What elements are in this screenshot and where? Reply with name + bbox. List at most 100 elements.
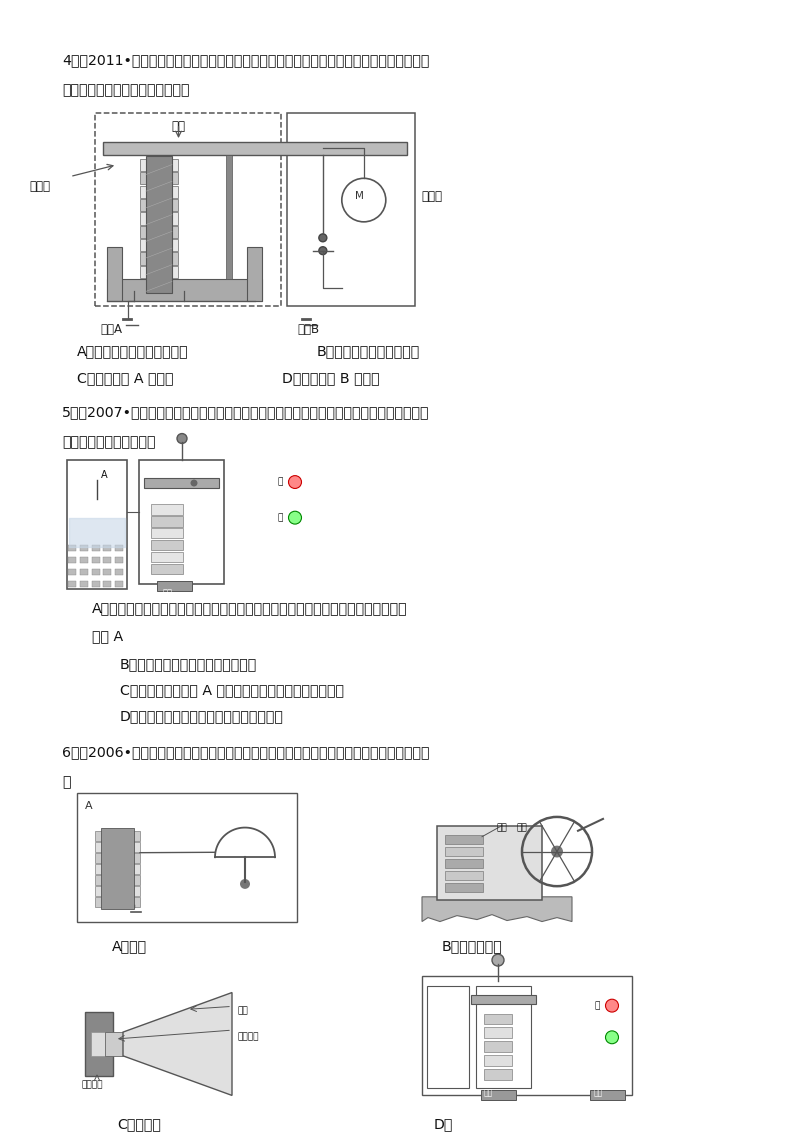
Text: A、去掉电磁铁线圈中的铁芯: A、去掉电磁铁线圈中的铁芯	[77, 344, 189, 358]
Bar	[95, 852, 140, 863]
Circle shape	[551, 846, 563, 857]
Bar	[139, 461, 224, 584]
Bar	[103, 557, 111, 563]
Polygon shape	[422, 897, 572, 921]
Bar	[85, 1012, 113, 1077]
Bar	[151, 564, 183, 574]
Bar	[91, 557, 99, 563]
Text: 红: 红	[278, 478, 283, 487]
Bar	[247, 247, 262, 301]
Circle shape	[240, 880, 250, 889]
Bar	[590, 1090, 625, 1099]
Text: ）: ）	[62, 775, 70, 789]
Bar	[67, 461, 127, 589]
Bar	[157, 581, 192, 591]
Bar	[484, 1028, 512, 1038]
Bar	[68, 569, 76, 575]
Text: C、扬声器: C、扬声器	[117, 1117, 161, 1132]
Bar	[80, 582, 88, 588]
Bar	[151, 504, 183, 515]
Bar	[105, 1032, 123, 1056]
Text: B、该报警器的红、绳灯不会同时亮: B、该报警器的红、绳灯不会同时亮	[120, 658, 258, 671]
Bar	[471, 995, 536, 1004]
Bar	[484, 1069, 512, 1080]
Bar	[95, 886, 140, 895]
Circle shape	[289, 512, 302, 524]
Text: A、电铃: A、电铃	[112, 940, 147, 953]
Bar	[151, 516, 183, 526]
Text: B、减少电磁铁线圈的匠数: B、减少电磁铁线圈的匠数	[317, 344, 420, 358]
Bar	[140, 213, 178, 224]
Bar	[140, 158, 178, 171]
Bar	[445, 883, 483, 892]
Bar	[476, 986, 531, 1088]
Bar	[68, 557, 76, 563]
Circle shape	[177, 434, 187, 444]
Bar	[140, 280, 178, 291]
Bar	[140, 186, 178, 198]
Text: 红: 红	[594, 1001, 600, 1010]
Text: 4．（2011•南宁）如图是电磁继电器的构造和工作电路示意图，要使电磁铁对衔铁的吸引力: 4．（2011•南宁）如图是电磁继电器的构造和工作电路示意图，要使电磁铁对衔铁的…	[62, 53, 430, 68]
Text: 线圈: 线圈	[517, 824, 527, 833]
Text: D、: D、	[434, 1117, 454, 1132]
Circle shape	[319, 247, 327, 255]
Text: C、增大电源 A 的电压: C、增大电源 A 的电压	[77, 371, 174, 385]
Bar	[146, 156, 172, 293]
Bar	[140, 252, 178, 265]
Text: C、当水位没有达到 A 时，电磁铁没有磁性，只有绳灯亮: C、当水位没有达到 A 时，电磁铁没有磁性，只有绳灯亮	[120, 684, 344, 697]
Text: A: A	[101, 470, 108, 480]
Bar	[103, 569, 111, 575]
Bar	[95, 897, 140, 907]
Text: 电源: 电源	[163, 589, 173, 598]
Bar	[226, 155, 232, 280]
Bar	[445, 848, 483, 856]
Text: D、当该报警器报警时，红、绳灯会同时亮: D、当该报警器报警时，红、绳灯会同时亮	[120, 710, 284, 723]
Bar	[427, 986, 469, 1088]
Bar	[151, 528, 183, 539]
Text: 6．（2006•黑龙江）下列四种设备的工作原理，有一个与其他三个明显不同，这个设备是（: 6．（2006•黑龙江）下列四种设备的工作原理，有一个与其他三个明显不同，这个设…	[62, 745, 430, 758]
Text: 衔铁: 衔铁	[171, 120, 186, 132]
Bar	[68, 582, 76, 588]
Bar	[151, 540, 183, 550]
Circle shape	[190, 480, 198, 487]
Text: 电动机: 电动机	[421, 190, 442, 203]
Bar	[91, 582, 99, 588]
Text: M: M	[355, 191, 364, 201]
Text: 磁铁: 磁铁	[497, 824, 507, 833]
Bar	[115, 569, 123, 575]
Bar	[91, 544, 99, 551]
Bar	[91, 569, 99, 575]
Bar	[91, 1032, 107, 1056]
Text: 电源B: 电源B	[297, 323, 319, 336]
Bar	[484, 1013, 512, 1024]
Text: 电器: 电器	[594, 1088, 603, 1097]
Text: B、手摇发电机: B、手摇发电机	[442, 940, 502, 953]
Bar	[115, 544, 123, 551]
Bar	[103, 142, 407, 155]
Text: 纸盆: 纸盆	[237, 1006, 248, 1015]
Bar	[95, 875, 140, 884]
Bar	[101, 827, 134, 909]
Bar	[437, 825, 542, 900]
Bar	[484, 1041, 512, 1052]
Bar	[422, 976, 632, 1095]
Bar	[115, 557, 123, 563]
Bar	[80, 544, 88, 551]
Text: 电源: 电源	[484, 1088, 494, 1097]
Text: 电磁铁: 电磁铁	[30, 180, 50, 192]
Bar	[140, 172, 178, 185]
Circle shape	[319, 234, 327, 242]
Bar	[484, 1055, 512, 1066]
Text: 电源A: 电源A	[100, 323, 122, 336]
Text: 叙述中错误的是（　　）: 叙述中错误的是（ ）	[62, 436, 155, 449]
Polygon shape	[123, 993, 232, 1096]
Bar	[287, 113, 415, 306]
Bar	[140, 266, 178, 278]
Bar	[481, 1090, 516, 1099]
Bar	[80, 557, 88, 563]
Bar	[77, 792, 297, 921]
Bar	[95, 864, 140, 874]
Bar	[107, 280, 262, 301]
Circle shape	[492, 954, 504, 966]
Bar	[95, 831, 140, 841]
